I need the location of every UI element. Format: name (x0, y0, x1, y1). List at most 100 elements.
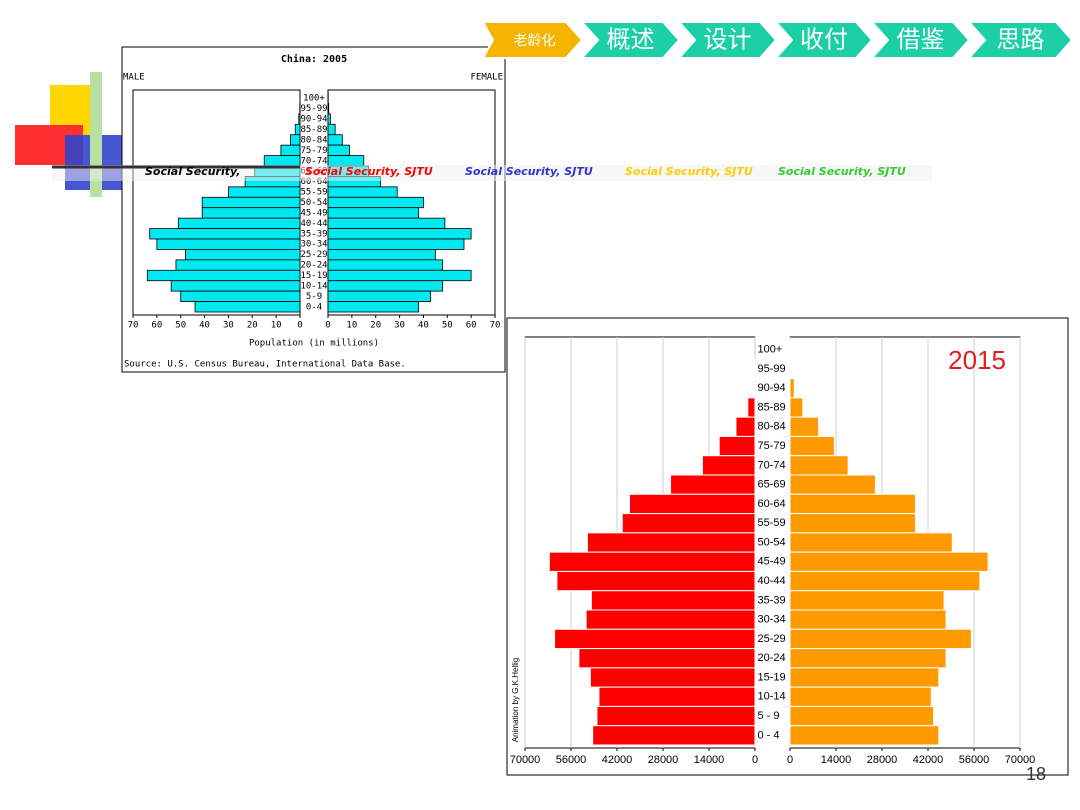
x-tick-label: 14000 (694, 754, 725, 766)
category-label: 80-84 (300, 135, 327, 145)
nav-tab-label[interactable]: 概述 (607, 26, 655, 54)
x-tick-label: 28000 (648, 754, 679, 766)
category-label: 0 - 4 (758, 729, 780, 741)
bar (590, 590, 756, 611)
series-label: FEMALE (470, 73, 503, 83)
banner-text: Social Security, SJTU (465, 165, 593, 178)
bar (185, 249, 301, 261)
bar (789, 435, 835, 457)
category-label: 55-59 (758, 517, 786, 529)
x-tick-label: 10 (346, 321, 357, 331)
x-tick-label: 42000 (913, 754, 944, 766)
category-label: 50-54 (300, 198, 327, 208)
x-tick-label: 0 (297, 321, 302, 331)
bar (327, 280, 443, 292)
nav-tab[interactable] (676, 21, 778, 59)
bar (298, 113, 301, 125)
x-tick-label: 20 (247, 321, 258, 331)
category-label: 90-94 (758, 382, 786, 394)
chart-2015: 0 0 14000 14000 28000 28000 42000 42000 56000 560… (506, 317, 1069, 776)
bar (327, 228, 472, 240)
bar (789, 648, 947, 669)
x-tick-label: 28000 (867, 754, 898, 766)
category-label: 10-14 (758, 691, 786, 703)
category-label: 45-49 (758, 556, 786, 568)
x-tick-label: 60 (151, 321, 162, 331)
x-tick-label: 0 (787, 754, 793, 766)
bar (327, 144, 350, 156)
nav-bar: 老龄化 概述 设计 收付 借鉴 思路 (481, 21, 1074, 59)
category-label: 10-14 (300, 281, 327, 291)
banner-strip (52, 165, 932, 181)
category-label: 85-89 (300, 125, 327, 135)
bar (280, 144, 301, 156)
bar (789, 725, 940, 746)
chart-title: China: 2005 (281, 53, 347, 65)
bar (628, 493, 756, 515)
nav-tab-label[interactable]: 老龄化 (514, 33, 556, 49)
bar (789, 551, 989, 572)
bar (146, 269, 301, 282)
bar (327, 249, 436, 261)
bar (327, 217, 446, 229)
bar (327, 113, 331, 125)
bar (789, 493, 917, 515)
category-label: 35-39 (758, 594, 786, 606)
category-label: 20-24 (758, 652, 786, 664)
x-tick-label: 50 (175, 321, 186, 331)
category-label: 45-49 (300, 208, 327, 218)
bar (327, 134, 343, 146)
category-label: 5 - 9 (758, 710, 780, 722)
category-label: 95-99 (758, 363, 786, 375)
banner-text: Social Security, (145, 165, 240, 178)
bar (789, 667, 940, 688)
x-tick-label: 20 (370, 321, 381, 331)
banner-text: Social Security, SJTU (625, 165, 753, 178)
x-tick-label: 70 (490, 321, 501, 331)
bar (701, 455, 756, 476)
x-tick-label: 56000 (556, 754, 587, 766)
nav-tab[interactable] (966, 21, 1074, 59)
bar (789, 474, 876, 495)
nav-tab-label[interactable]: 思路 (997, 26, 1045, 54)
nav-tab-label[interactable]: 收付 (800, 26, 848, 54)
bar (327, 123, 336, 136)
bar (263, 155, 301, 167)
bar (598, 686, 756, 707)
nav-tab[interactable] (481, 21, 584, 59)
nav-tab[interactable] (869, 21, 971, 59)
nav-tab-label[interactable]: 设计 (704, 26, 752, 54)
category-label: 65-69 (758, 479, 786, 491)
category-label: 50-54 (758, 536, 786, 548)
bar (327, 269, 472, 282)
bar (175, 259, 301, 271)
bar (789, 532, 953, 553)
x-tick-label: 70000 (510, 754, 541, 766)
category-label: 95-99 (300, 104, 327, 114)
x-tick-label: 0 (325, 321, 330, 331)
category-label: 85-89 (758, 401, 786, 413)
credit: Animation by G.K.Hellig (511, 658, 520, 742)
x-tick-label: 70 (128, 321, 139, 331)
nav-tab[interactable] (773, 21, 874, 59)
category-label: 25-29 (300, 250, 327, 260)
bar (789, 570, 981, 592)
bar (586, 532, 756, 553)
nav-tab-label[interactable]: 借鉴 (897, 26, 945, 54)
category-label: 40-44 (300, 219, 327, 229)
category-label: 0-4 (306, 302, 322, 312)
bar (327, 186, 398, 198)
bar (789, 609, 947, 630)
banner-text: Social Security, SJTU (305, 165, 433, 178)
bar (789, 705, 935, 727)
nav-tab[interactable] (579, 21, 681, 59)
bar (290, 134, 301, 146)
bar (789, 378, 795, 399)
category-label: 75-79 (300, 146, 327, 156)
category-label: 35-39 (300, 229, 327, 239)
bar (149, 228, 301, 240)
bar (170, 280, 301, 292)
category-label: 80-84 (758, 421, 786, 433)
bar (578, 648, 756, 669)
